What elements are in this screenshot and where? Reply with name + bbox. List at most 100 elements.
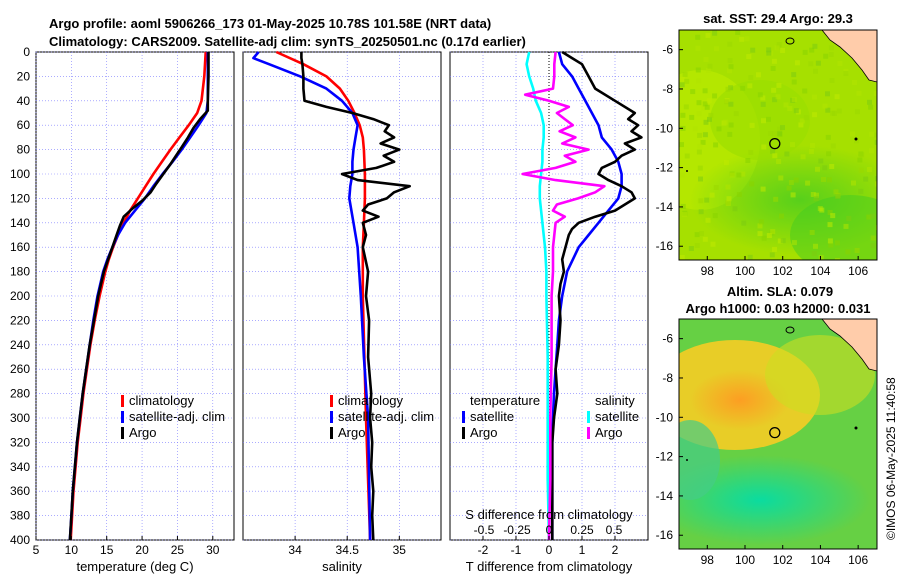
sst-cool-patch — [790, 195, 877, 260]
depth-tick-label: 40 — [17, 94, 31, 108]
sst-pixel — [869, 148, 874, 154]
sst-pixel — [749, 122, 755, 128]
difference-lines — [521, 50, 643, 541]
sst-pixel — [777, 131, 783, 137]
sst-pixel — [680, 112, 686, 118]
temperature-panel: 5 10 15 20 25 30 0 20 40 60 80 100 120 140 160 180 200 2… — [10, 45, 235, 574]
sst-pixel — [805, 180, 811, 186]
sst-pixel — [702, 88, 708, 94]
map-y-tick-label: -10 — [656, 410, 674, 424]
sst-pixel — [867, 99, 872, 105]
depth-tick-label: 340 — [10, 460, 30, 474]
sst-pixel — [818, 158, 824, 164]
sst-pixel — [779, 213, 784, 219]
sst-pixel — [780, 48, 786, 53]
sst-pixel — [827, 210, 833, 215]
sst-pixel — [866, 214, 872, 220]
sst-pixel — [703, 119, 709, 125]
sst-pixel — [708, 112, 714, 118]
x-tick-label: 5 — [33, 543, 40, 557]
legend-satellite-adj-clim: satellite-adj. clim — [129, 409, 225, 424]
sst-pixel — [733, 111, 739, 117]
s-tick: 0.5 — [606, 523, 623, 537]
depth-tick-label: 180 — [10, 265, 30, 279]
sst-pixel — [825, 134, 831, 140]
s-tick: -0.25 — [503, 523, 531, 537]
sst-pixel — [695, 67, 701, 73]
sst-pixel — [813, 196, 819, 202]
figure-title-line1: Argo profile: aoml 5906266_173 01-May-20… — [49, 16, 491, 31]
sst-pixel — [760, 101, 766, 107]
map-x-tick-label: 106 — [848, 553, 868, 567]
sst-pixel — [740, 85, 746, 91]
sst-pixel — [854, 109, 860, 115]
sst-pixel — [727, 58, 733, 64]
sla-patch — [765, 335, 875, 415]
map-x-tick-label: 102 — [773, 264, 793, 278]
sst-x-ticks: 98 100 102 104 106 — [701, 256, 868, 278]
x-tick-label: 30 — [206, 543, 220, 557]
sst-pixel — [692, 126, 698, 132]
salinity-x-ticks: 34 34.5 35 — [288, 536, 406, 557]
legend-t-header: temperature — [470, 393, 540, 408]
sst-pixel — [772, 246, 777, 252]
sst-pixel — [812, 94, 817, 100]
map-x-tick-label: 102 — [773, 553, 793, 567]
depth-tick-label: 300 — [10, 411, 30, 425]
sst-pixel — [819, 207, 825, 213]
sst-pixel — [761, 118, 766, 124]
sst-pixel — [827, 177, 832, 183]
sst-pixel — [772, 97, 778, 103]
legend-s-header: salinity — [595, 393, 635, 408]
sst-pixel — [679, 76, 685, 82]
sst-pixel — [858, 167, 864, 173]
sst-pixel — [683, 104, 689, 110]
s-legend-argo: Argo — [338, 425, 365, 440]
depth-tick-label: 240 — [10, 338, 30, 352]
map-y-tick-label: -12 — [656, 161, 674, 175]
sst-pixel — [810, 192, 816, 197]
legend-s-satellite: satellite — [595, 409, 639, 424]
sst-pixel — [815, 60, 821, 66]
x-tick-label: 2 — [612, 543, 619, 557]
sst-pixel — [812, 43, 818, 49]
sst-argo-position-marker — [769, 137, 781, 150]
x-tick-label: -2 — [478, 543, 489, 557]
sst-pixel — [822, 103, 828, 109]
sst-pixel — [696, 78, 702, 84]
sst-pixel — [798, 122, 804, 128]
sst-y-ticks: -6 -8 -10 -12 -14 -16 — [656, 43, 683, 253]
salinity-lines — [252, 50, 412, 541]
sst-pixel — [802, 49, 808, 55]
sst-pixel — [725, 86, 731, 92]
sst-pixel — [846, 215, 852, 221]
map-y-tick-label: -16 — [656, 239, 674, 253]
x-tick-label: 10 — [65, 543, 79, 557]
sst-pixel — [748, 75, 754, 81]
sst-pixel — [679, 82, 685, 88]
depth-tick-label: 200 — [10, 289, 30, 303]
difference-x-ticks: -2 -1 0 1 2 — [478, 536, 619, 557]
sst-pixel — [818, 255, 824, 260]
sst-pixel — [768, 131, 774, 136]
sst-pixel — [679, 172, 685, 178]
series-line-argo — [68, 52, 210, 541]
sst-pixel — [854, 138, 860, 144]
series-line-t-argo — [550, 50, 643, 540]
legend-s-argo-marker — [587, 427, 590, 439]
sst-pixel — [828, 242, 834, 248]
figure-title-line2: Climatology: CARS2009. Satellite-adj cli… — [49, 34, 526, 49]
sst-pixel — [701, 105, 707, 111]
sst-pixel — [771, 58, 777, 64]
legend-s-argo: Argo — [595, 425, 622, 440]
sst-pixel — [740, 171, 746, 177]
sst-pixel — [825, 91, 830, 97]
sst-pixel — [803, 115, 809, 121]
sst-pixel — [697, 132, 703, 138]
legend-t-argo-marker — [462, 427, 465, 439]
x-tick-label: 0 — [546, 543, 553, 557]
depth-tick-label: 400 — [10, 533, 30, 547]
temperature-xlabel: temperature (deg C) — [76, 559, 193, 574]
salinity-legend: climatology satellite-adj. clim Argo — [330, 393, 434, 440]
sst-pixel — [772, 153, 778, 159]
